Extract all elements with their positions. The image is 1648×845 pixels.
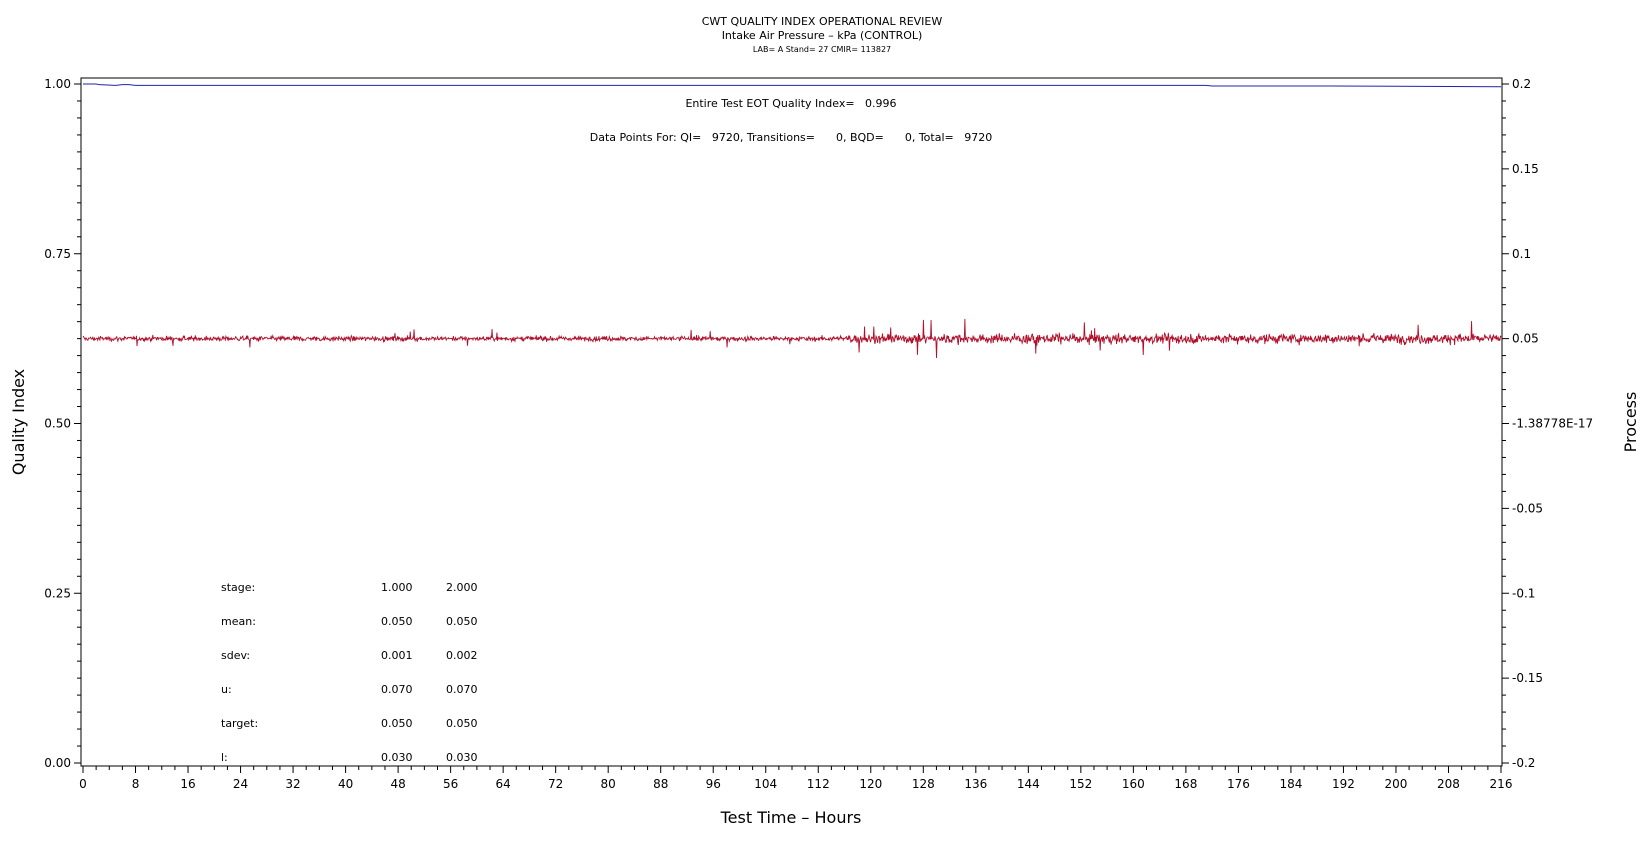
y-right-tick-label: -0.15	[1512, 671, 1543, 685]
x-tick-label: 128	[912, 777, 935, 791]
y-right-tick-label: -1.38778E-17	[1512, 417, 1593, 431]
annotation-data-points: Data Points For: QI= 9720, Transitions= …	[590, 131, 992, 144]
stats-row-stage1-value: 0.070	[381, 683, 413, 696]
chart-title: CWT QUALITY INDEX OPERATIONAL REVIEW	[702, 15, 943, 28]
y-right-tick-label: 0.15	[1512, 162, 1539, 176]
x-tick-label: 8	[132, 777, 140, 791]
x-tick-label: 0	[79, 777, 87, 791]
y-right-tick-label: -0.2	[1512, 756, 1535, 770]
axis-tick-labels: 0 8 16 24 32 40 48 56 64 72 80 88 96 104 112 120 128 136 1…	[44, 77, 1593, 791]
x-tick-label: 40	[338, 777, 353, 791]
x-tick-label: 192	[1332, 777, 1355, 791]
x-tick-label: 96	[706, 777, 721, 791]
x-tick-label: 120	[859, 777, 882, 791]
stats-row-stage1-value: 0.050	[381, 615, 413, 628]
y-right-tick-label: -0.05	[1512, 501, 1543, 515]
chart-info-line: LAB= A Stand= 27 CMIR= 113827	[753, 45, 891, 54]
x-tick-label: 136	[964, 777, 987, 791]
chart-subtitle: Intake Air Pressure – kPa (CONTROL)	[722, 29, 923, 42]
x-tick-label: 88	[653, 777, 668, 791]
x-tick-label: 152	[1069, 777, 1092, 791]
process-series-line	[82, 318, 1502, 358]
series-layer	[82, 83, 1502, 358]
x-tick-label: 32	[285, 777, 300, 791]
stats-row-stage1-value: 0.001	[381, 649, 413, 662]
stats-row-stage2-value: 0.070	[446, 683, 478, 696]
plot-area-frame	[80, 77, 1503, 767]
annotation-eot-quality-index: Entire Test EOT Quality Index= 0.996	[685, 97, 896, 110]
x-tick-label: 72	[548, 777, 563, 791]
x-tick-label: 48	[390, 777, 405, 791]
y-right-tick-label: 0.05	[1512, 332, 1539, 346]
y-left-tick-label: 0.00	[44, 756, 71, 770]
stats-row-label: target:	[221, 717, 258, 730]
x-tick-label: 176	[1227, 777, 1250, 791]
stats-row-stage2-value: 0.050	[446, 615, 478, 628]
stats-row-stage2-value: 0.050	[446, 717, 478, 730]
x-tick-label: 200	[1385, 777, 1408, 791]
x-tick-label: 168	[1174, 777, 1197, 791]
stats-row-stage2-value: 0.002	[446, 649, 478, 662]
quality-index-series-line	[83, 83, 1502, 88]
stats-row-label: sdev:	[221, 649, 250, 662]
x-tick-label: 208	[1437, 777, 1460, 791]
stats-row-stage1-value: 0.050	[381, 717, 413, 730]
stats-row-stage2-value: 2.000	[446, 581, 478, 594]
y-left-tick-label: 1.00	[44, 77, 71, 91]
x-tick-label: 216	[1490, 777, 1513, 791]
x-tick-label: 16	[180, 777, 195, 791]
y-left-tick-label: 0.75	[44, 247, 71, 261]
x-tick-label: 144	[1017, 777, 1040, 791]
x-tick-label: 64	[496, 777, 511, 791]
axis-ticks	[74, 83, 1509, 773]
x-tick-label: 112	[807, 777, 830, 791]
stats-row-stage2-value: 0.030	[446, 751, 478, 764]
y-left-tick-label: 0.50	[44, 417, 71, 431]
stats-row-label: l:	[221, 751, 228, 764]
y-right-tick-label: -0.1	[1512, 586, 1535, 600]
stats-table: stage: 1.000 2.000 mean: 0.050 0.050 sdev: 0.00…	[221, 581, 478, 764]
stats-row-label: u:	[221, 683, 232, 696]
y-axis-left-label: Quality Index	[9, 369, 28, 475]
x-tick-label: 56	[443, 777, 458, 791]
x-tick-label: 184	[1279, 777, 1302, 791]
y-left-tick-label: 0.25	[44, 586, 71, 600]
stats-row-label: mean:	[221, 615, 256, 628]
x-tick-label: 24	[233, 777, 248, 791]
x-tick-label: 104	[754, 777, 777, 791]
x-tick-label: 160	[1122, 777, 1145, 791]
stats-row-stage1-value: 1.000	[381, 581, 413, 594]
stats-row-stage1-value: 0.030	[381, 751, 413, 764]
y-right-tick-label: 0.1	[1512, 247, 1531, 261]
y-axis-right-label: Process	[1621, 392, 1640, 453]
x-tick-label: 80	[601, 777, 616, 791]
stats-row-label: stage:	[221, 581, 255, 594]
x-axis-label: Test Time – Hours	[720, 808, 862, 827]
y-right-tick-label: 0.2	[1512, 77, 1531, 91]
